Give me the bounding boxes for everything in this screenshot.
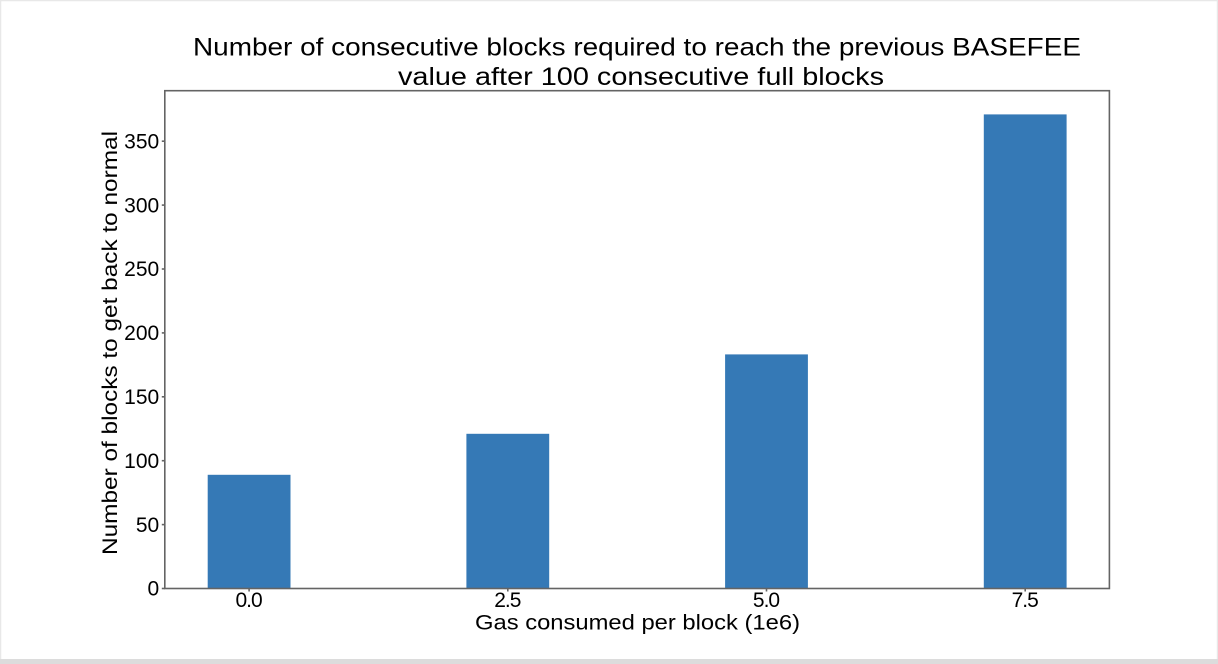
svg-text:100: 100: [124, 450, 159, 473]
svg-text:250: 250: [124, 258, 159, 281]
svg-text:Number of blocks to get back t: Number of blocks to get back to normal: [99, 131, 122, 555]
svg-text:50: 50: [136, 514, 159, 537]
svg-text:Gas consumed per block (1e6): Gas consumed per block (1e6): [475, 611, 800, 634]
svg-text:200: 200: [124, 322, 159, 345]
svg-text:5.0: 5.0: [753, 589, 780, 612]
svg-text:150: 150: [124, 386, 159, 409]
svg-text:value after 100 consecutive fu: value after 100 consecutive full blocks: [398, 63, 884, 91]
svg-text:7.5: 7.5: [1012, 589, 1039, 612]
svg-text:0: 0: [148, 578, 160, 601]
svg-text:Number of consecutive blocks r: Number of consecutive blocks required to…: [193, 34, 1081, 62]
svg-text:300: 300: [124, 194, 159, 217]
svg-text:350: 350: [124, 130, 159, 153]
svg-text:2.5: 2.5: [494, 589, 521, 612]
svg-text:0.0: 0.0: [236, 589, 263, 612]
